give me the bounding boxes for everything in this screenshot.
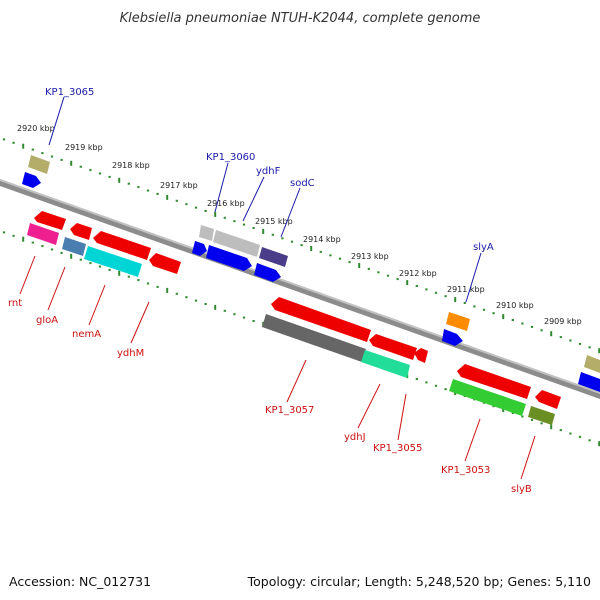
label-leader (19, 255, 36, 295)
label-leader (242, 176, 265, 222)
tick-label: 2912 kbp (399, 269, 437, 278)
gene-KP1-3065[interactable] (28, 155, 50, 174)
gene-ydhF[interactable] (213, 230, 260, 257)
genome-backbone-highlight (0, 179, 600, 394)
gene-forward[interactable] (442, 329, 463, 346)
gene-label-slyA[interactable]: slyA (473, 242, 494, 253)
gene-label-slyB[interactable]: slyB (511, 484, 532, 495)
gene-reverse[interactable] (93, 231, 151, 260)
label-leader (130, 301, 150, 344)
gene-slyA[interactable] (446, 312, 470, 331)
tick-label: 2915 kbp (255, 217, 293, 226)
gene-label-KP1-3057[interactable]: KP1_3057 (265, 405, 314, 416)
gene-label-ydhF[interactable]: ydhF (256, 166, 281, 177)
upper-tick-track (2, 138, 600, 354)
tick-label: 2911 kbp (447, 285, 485, 294)
gene-ydhM[interactable] (149, 253, 181, 274)
gene-rnt[interactable] (27, 223, 59, 245)
gene-KP1-3053[interactable] (449, 379, 526, 416)
gene-label-rnt[interactable]: rnt (8, 298, 22, 309)
coordinate-labels: 2920 kbp 2919 kbp 2918 kbp 2917 kbp 2916… (17, 124, 582, 326)
gene-KP1-3055[interactable] (361, 350, 410, 378)
gene-reverse[interactable] (457, 364, 531, 399)
gene-label-KP1-3060[interactable]: KP1_3060 (206, 152, 255, 163)
tick-label: 2913 kbp (351, 252, 389, 261)
gene-KP1-3057[interactable] (262, 314, 366, 362)
gene-reverse[interactable] (70, 223, 92, 240)
gene-label-sodC[interactable]: sodC (290, 178, 315, 189)
gene-sodC[interactable] (259, 247, 288, 267)
label-leader (47, 266, 66, 311)
gene-label-gloA[interactable]: gloA (36, 315, 58, 326)
gene-reverse[interactable] (34, 211, 66, 230)
tick-label: 2909 kbp (544, 317, 582, 326)
gene-forward[interactable] (206, 245, 252, 271)
gene-forward[interactable] (192, 241, 207, 256)
gene-label-ydhJ[interactable]: ydhJ (344, 432, 366, 443)
tick-label: 2920 kbp (17, 124, 55, 133)
label-leader (397, 393, 407, 441)
tick-label: 2914 kbp (303, 235, 341, 244)
gene-reverse[interactable] (535, 390, 561, 409)
forward-gene-labels (48, 96, 482, 303)
gene-forward[interactable] (578, 372, 600, 392)
label-leader (520, 435, 536, 480)
tick-label: 2916 kbp (207, 199, 245, 208)
gene-label-KP1-3065[interactable]: KP1_3065 (45, 87, 94, 98)
gene-slyB[interactable] (528, 406, 555, 425)
tick-label: 2910 kbp (496, 301, 534, 310)
gene-forward[interactable] (22, 172, 41, 188)
gene-forward[interactable] (584, 355, 600, 373)
gene-label-KP1-3053[interactable]: KP1_3053 (441, 465, 490, 476)
reverse-gene-labels (19, 255, 536, 480)
label-leader (357, 383, 381, 429)
tick-label: 2917 kbp (160, 181, 198, 190)
gene-gloA[interactable] (62, 237, 86, 256)
label-leader (214, 162, 229, 213)
gene-reverse[interactable] (414, 348, 428, 363)
label-leader (48, 96, 65, 146)
gene-reverse[interactable] (271, 297, 371, 342)
map-title: Klebsiella pneumoniae NTUH-K2044, comple… (120, 11, 481, 26)
gene-label-KP1-3055[interactable]: KP1_3055 (373, 443, 422, 454)
gene-KP1-3060[interactable] (199, 225, 214, 241)
gene-ydhJ[interactable] (369, 334, 417, 360)
gene-forward[interactable] (254, 263, 281, 282)
label-leader (88, 284, 106, 326)
tick-label: 2919 kbp (65, 143, 103, 152)
label-leader (464, 418, 481, 462)
gene-nemA[interactable] (84, 246, 142, 277)
tick-label: 2918 kbp (112, 161, 150, 170)
label-leader (280, 187, 301, 238)
accession-label: Accession: NC_012731 (9, 574, 151, 589)
genome-summary: Topology: circular; Length: 5,248,520 bp… (247, 574, 591, 589)
gene-label-nemA[interactable]: nemA (72, 329, 101, 340)
label-leader (465, 252, 482, 303)
gene-features (22, 155, 600, 425)
label-leader (286, 359, 307, 403)
gene-label-ydhM[interactable]: ydhM (117, 348, 144, 359)
